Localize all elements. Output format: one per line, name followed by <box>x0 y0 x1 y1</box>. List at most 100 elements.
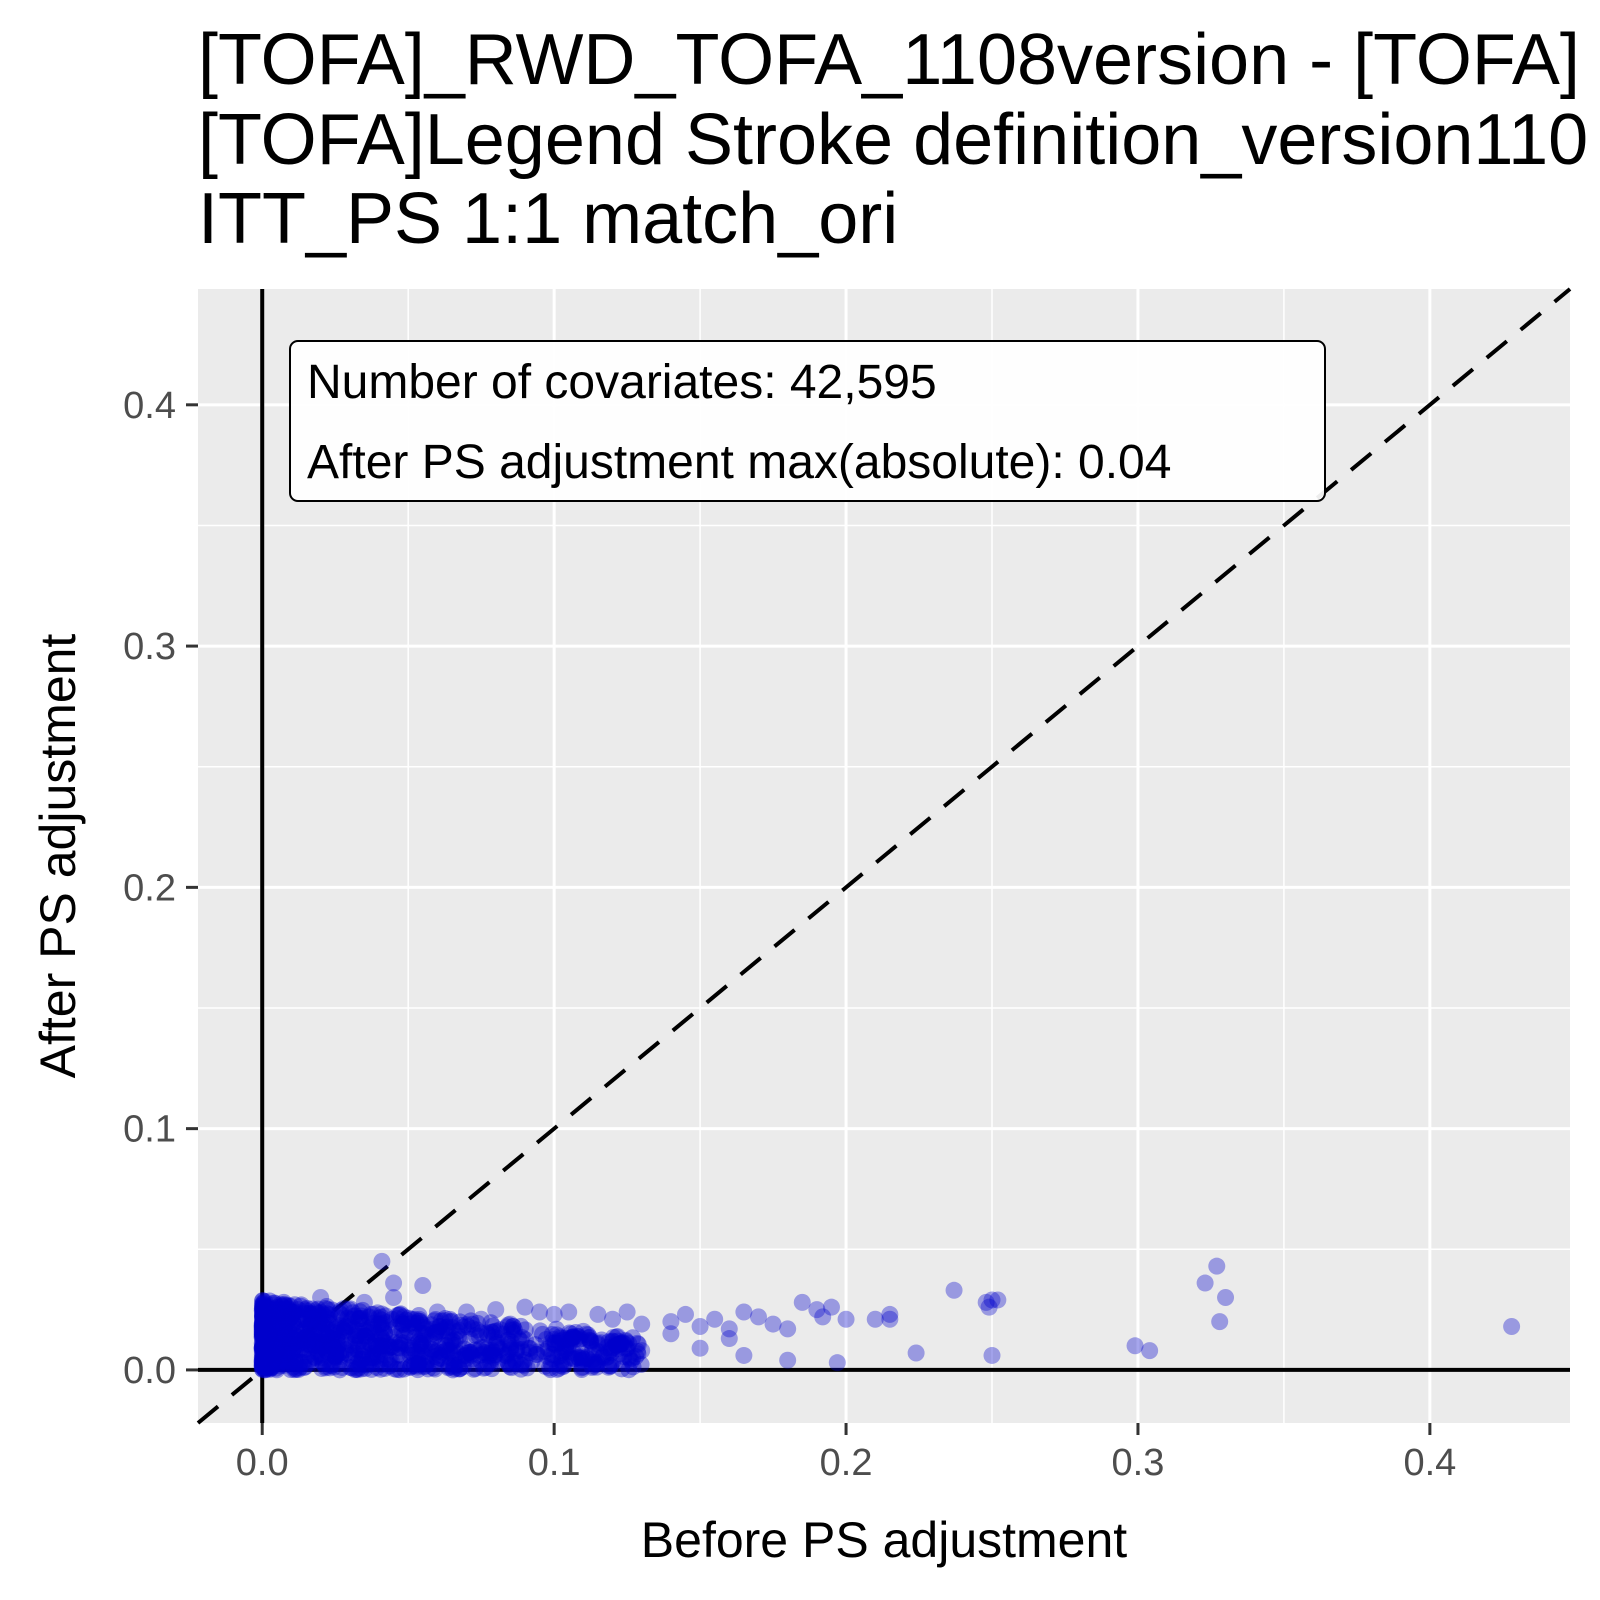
data-point <box>371 1329 389 1347</box>
data-point <box>465 1360 483 1378</box>
data-point <box>274 1334 292 1352</box>
data-point <box>347 1330 365 1348</box>
data-point <box>256 1325 274 1343</box>
data-point <box>264 1315 282 1333</box>
data-point <box>276 1333 294 1351</box>
data-point <box>280 1350 298 1368</box>
data-point <box>285 1358 303 1376</box>
data-point <box>285 1361 303 1379</box>
data-point <box>424 1359 442 1377</box>
data-point <box>298 1328 316 1346</box>
data-point <box>436 1336 454 1354</box>
data-point <box>435 1312 453 1330</box>
data-point <box>329 1325 347 1343</box>
data-point <box>545 1305 563 1323</box>
data-point <box>258 1303 276 1321</box>
data-point <box>608 1337 626 1355</box>
data-point <box>487 1322 505 1340</box>
data-point <box>254 1294 272 1312</box>
y-tick-label: 0.0 <box>123 1350 176 1392</box>
data-point <box>261 1350 279 1368</box>
data-point <box>271 1323 289 1341</box>
data-point <box>309 1300 327 1318</box>
data-point <box>332 1333 350 1351</box>
reference-lines <box>196 287 1572 1425</box>
data-point <box>274 1301 292 1319</box>
data-point <box>391 1333 409 1351</box>
data-point <box>564 1328 582 1346</box>
data-point <box>277 1308 295 1326</box>
data-point <box>306 1333 324 1351</box>
data-point <box>608 1336 626 1354</box>
data-point <box>557 1338 575 1356</box>
data-point <box>255 1316 273 1334</box>
data-point <box>255 1358 273 1376</box>
data-point <box>254 1356 272 1374</box>
data-point <box>258 1314 276 1332</box>
data-point <box>299 1305 317 1323</box>
data-point <box>548 1360 566 1378</box>
data-point <box>866 1310 884 1328</box>
data-point <box>484 1317 502 1335</box>
data-point <box>283 1335 301 1353</box>
data-point <box>323 1356 341 1374</box>
data-point <box>440 1358 458 1376</box>
data-point <box>258 1303 276 1321</box>
data-point <box>613 1360 631 1378</box>
data-point <box>268 1316 286 1334</box>
data-point <box>604 1310 622 1328</box>
data-point <box>343 1359 361 1377</box>
data-point <box>272 1327 290 1345</box>
data-point <box>500 1335 518 1353</box>
data-point <box>255 1300 273 1318</box>
data-point <box>275 1326 293 1344</box>
data-point <box>323 1301 341 1319</box>
data-point <box>441 1313 459 1331</box>
data-point <box>542 1354 560 1372</box>
data-point <box>299 1336 317 1354</box>
data-point <box>272 1325 290 1343</box>
data-point <box>604 1332 622 1350</box>
data-point <box>409 1334 427 1352</box>
data-point <box>394 1316 412 1334</box>
data-point <box>406 1357 424 1375</box>
data-point <box>584 1341 602 1359</box>
data-point <box>977 1293 995 1311</box>
data-point <box>422 1343 440 1361</box>
data-point <box>390 1335 408 1353</box>
data-point <box>485 1323 503 1341</box>
data-point <box>720 1320 738 1338</box>
data-point <box>281 1308 299 1326</box>
data-point <box>504 1318 522 1336</box>
data-point <box>255 1324 273 1342</box>
data-point <box>327 1347 345 1365</box>
data-point <box>253 1338 271 1356</box>
data-point <box>449 1356 467 1374</box>
data-point <box>253 1315 271 1333</box>
data-point <box>424 1320 442 1338</box>
data-point <box>253 1319 271 1337</box>
data-point <box>287 1360 305 1378</box>
data-point <box>253 1360 271 1378</box>
data-point <box>496 1346 514 1364</box>
data-point <box>444 1332 462 1350</box>
data-point <box>430 1323 448 1341</box>
data-point <box>502 1333 520 1351</box>
data-point <box>503 1320 521 1338</box>
data-point <box>604 1353 622 1371</box>
data-point <box>262 1302 280 1320</box>
data-point <box>375 1324 393 1342</box>
data-point <box>385 1274 403 1292</box>
data-point <box>254 1357 272 1375</box>
data-point <box>259 1311 277 1329</box>
data-point <box>363 1348 381 1366</box>
data-point <box>318 1343 336 1361</box>
data-point <box>257 1309 275 1327</box>
data-point <box>254 1361 272 1379</box>
data-point <box>340 1301 358 1319</box>
data-point <box>520 1339 538 1357</box>
data-point <box>254 1350 272 1368</box>
data-point <box>271 1305 289 1323</box>
data-point <box>466 1359 484 1377</box>
data-point <box>502 1341 520 1359</box>
